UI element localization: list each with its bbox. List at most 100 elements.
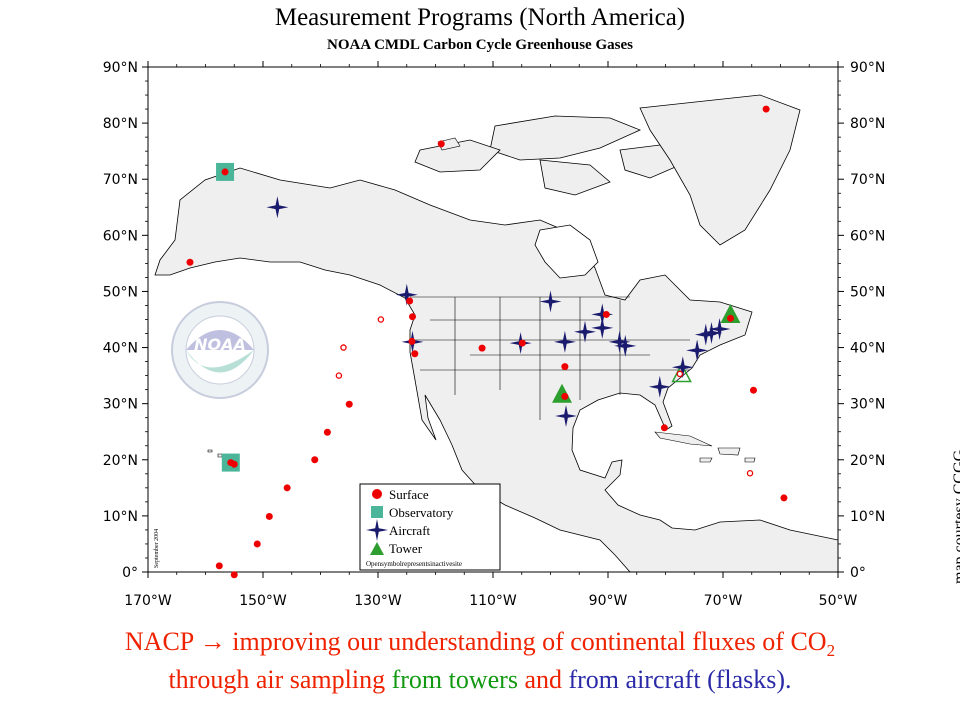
surface-site [780, 494, 788, 502]
legend-observatory-symbol [371, 506, 383, 518]
lat-label-right: 0° [850, 565, 866, 581]
lat-label-right: 10°N [850, 509, 885, 525]
legend-aircraft-symbol [366, 519, 388, 541]
lat-label-left: 30°N [103, 397, 138, 413]
caption-aircraft: from aircraft (flasks). [568, 665, 792, 694]
aircraft-site [591, 303, 614, 326]
aircraft-site [555, 405, 577, 427]
aircraft-site [648, 375, 671, 398]
surface-site [408, 337, 416, 345]
lon-label: 90°W [589, 593, 628, 609]
surface-site [323, 428, 331, 436]
surface-site [561, 363, 569, 371]
aircraft-site [574, 320, 596, 343]
lat-label-left: 0° [122, 565, 138, 581]
caption-line-1: NACP → improving our understanding of co… [0, 626, 960, 667]
lat-label-right: 20°N [850, 453, 885, 469]
surface-site [411, 350, 419, 358]
surface-site [265, 512, 273, 520]
surface-site [437, 140, 445, 148]
surface-site [749, 386, 757, 394]
legend-aircraft-label: Aircraft [389, 523, 431, 538]
surface-site [283, 484, 291, 492]
aircraft-site [591, 316, 614, 339]
axis-ticks [142, 61, 844, 578]
legend-note: Opensymbolrepresentsinactivesite [366, 560, 462, 568]
arrow-icon: → [199, 627, 226, 656]
lat-label-left: 70°N [103, 172, 138, 188]
caption-subscript: 2 [826, 641, 836, 661]
axis-labels: 90°N 90°N 80°N 80°N 70°N 70°N 60°N 60°N 50°N 50°N… [103, 60, 886, 609]
noaa-logo: NOAA [171, 301, 269, 399]
lat-label-left: 90°N [103, 60, 138, 76]
surface-site [602, 310, 610, 318]
lat-label-left: 40°N [103, 341, 138, 357]
caption-text-2c: and [517, 665, 569, 694]
aircraft-site [539, 290, 562, 313]
surface-site [660, 424, 668, 432]
caption-nacp: NACP [124, 627, 194, 656]
surface-site [726, 314, 734, 322]
lat-label-right: 80°N [850, 116, 885, 132]
surface-site [230, 571, 238, 579]
surface-site [186, 258, 194, 266]
lat-label-left: 10°N [103, 509, 138, 525]
caption-line-2: through air sampling from towers and fro… [0, 664, 960, 696]
lat-label-left: 60°N [103, 228, 138, 244]
aircraft-site [671, 356, 694, 379]
lon-label: 130°W [354, 593, 402, 609]
surface-site [478, 344, 486, 352]
surface-site-inactive [377, 316, 385, 323]
lon-label: 50°W [819, 593, 858, 609]
caption-towers: from towers [391, 665, 518, 694]
lon-label: 150°W [239, 593, 287, 609]
landmass [154, 94, 838, 572]
surface-site [406, 297, 414, 305]
sites-layer [186, 105, 788, 579]
aircraft-site [700, 322, 723, 344]
lon-label: 170°W [124, 593, 172, 609]
surface-site-inactive [676, 370, 684, 378]
surface-site-inactive [746, 469, 754, 477]
legend-surface-symbol [372, 489, 382, 499]
legend-tower-symbol [370, 542, 384, 555]
aircraft-site [614, 334, 637, 357]
aircraft-site [395, 283, 418, 306]
lat-label-right: 30°N [850, 397, 885, 413]
surface-site [345, 400, 353, 408]
map-credit: map courtesy CCGG [951, 449, 960, 584]
lon-label: 110°W [469, 593, 517, 609]
surface-site-inactive [335, 372, 343, 379]
lat-label-right: 50°N [850, 284, 885, 300]
aircraft-site [608, 330, 631, 353]
caption-text-1: improving our understanding of continent… [225, 627, 827, 656]
lon-label: 70°W [704, 593, 743, 609]
aircraft-site [686, 339, 709, 362]
surface-site [561, 392, 569, 400]
lat-label-right: 40°N [850, 341, 885, 357]
aircraft-site [266, 196, 289, 219]
surface-site [409, 313, 416, 321]
surface-site [311, 456, 319, 464]
legend-tower-label: Tower [389, 541, 423, 556]
noaa-logo-text: NOAA [194, 335, 246, 354]
aircraft-site [694, 323, 717, 346]
tower-site [720, 304, 741, 324]
aircraft-site [553, 330, 576, 353]
lat-label-left: 20°N [103, 453, 138, 469]
lat-label-right: 90°N [850, 60, 885, 76]
lat-label-left: 80°N [103, 116, 138, 132]
legend: Surface Observatory Aircraft Tower Opens… [359, 483, 501, 571]
aircraft-site [708, 318, 731, 340]
surface-site-inactive [340, 344, 347, 351]
aircraft-icon [366, 519, 388, 541]
surface-site [230, 460, 238, 468]
legend-observatory-label: Observatory [389, 505, 454, 520]
date-stamp: September 2004 [154, 529, 160, 568]
lat-label-right: 70°N [850, 172, 885, 188]
surface-site [253, 540, 261, 548]
surface-site [215, 562, 223, 570]
legend-surface-label: Surface [389, 487, 429, 502]
surface-site [762, 105, 770, 113]
